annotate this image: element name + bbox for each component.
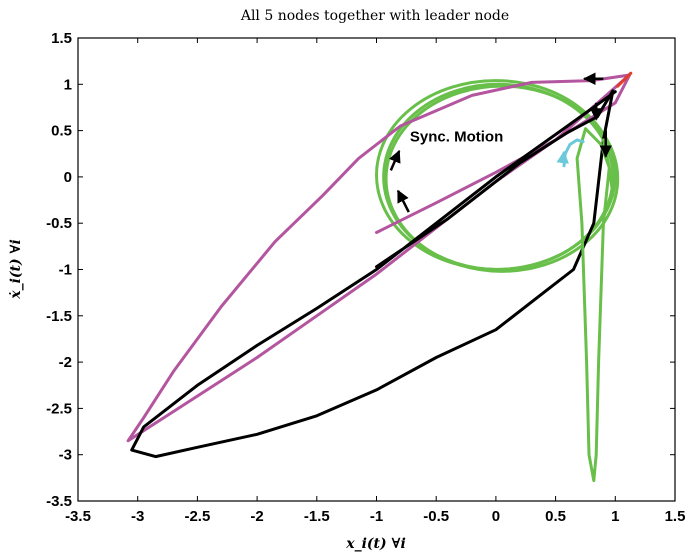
y-tick-label: -3.5 <box>46 493 72 510</box>
x-tick-label: -3 <box>131 508 144 525</box>
y-tick-label: 0 <box>64 169 72 186</box>
chart-title: All 5 nodes together with leader node <box>240 8 509 24</box>
y-tick-label: 1.5 <box>51 30 72 47</box>
x-tick-label: -2 <box>250 508 263 525</box>
x-tick-label: -0.5 <box>423 508 449 525</box>
trajectory-line-1 <box>126 73 632 443</box>
direction-arrow-6 <box>556 150 569 164</box>
x-axis-label: x_i(t) ∀i <box>345 536 406 552</box>
y-tick-label: -0.5 <box>46 215 72 232</box>
annotation-label-1: Sync. Motion <box>410 129 503 146</box>
direction-arrow-4 <box>389 149 401 171</box>
x-tick-label: 0 <box>492 508 500 525</box>
plot-marks: Sync. Motion <box>126 71 633 483</box>
y-axis-label: ẋ_i(t) ∀i <box>8 239 24 300</box>
x-tick-label: 1.5 <box>665 508 686 525</box>
y-tick-label: -1 <box>59 262 72 279</box>
limit-cycle-orbit-2 <box>382 82 615 271</box>
x-tick-label: 1 <box>611 508 619 525</box>
direction-arrow-5 <box>396 189 410 213</box>
y-tick-label: 0.5 <box>51 123 72 140</box>
y-tick-label: -1.5 <box>46 308 72 325</box>
axis-ticks: -3.5 -3 -2.5 -2 -1.5 -1 -0.5 0 0.5 1 1.5 -3.5 -3 -2.5… <box>46 30 685 525</box>
trajectory-line-3 <box>575 127 615 483</box>
x-tick-label: 0.5 <box>545 508 566 525</box>
y-tick-label: 1 <box>64 76 72 93</box>
limit-cycle-orbit-3 <box>384 84 620 273</box>
y-tick-label: -2.5 <box>46 400 72 417</box>
trajectory-line-2 <box>130 89 617 459</box>
trajectory-line-5 <box>616 71 633 88</box>
y-tick-label: -2 <box>59 354 72 371</box>
x-tick-label: -2.5 <box>184 508 210 525</box>
y-tick-label: -3 <box>59 447 72 464</box>
x-tick-label: -1.5 <box>304 508 330 525</box>
x-tick-label: -3.5 <box>65 508 91 525</box>
x-tick-label: -1 <box>370 508 383 525</box>
